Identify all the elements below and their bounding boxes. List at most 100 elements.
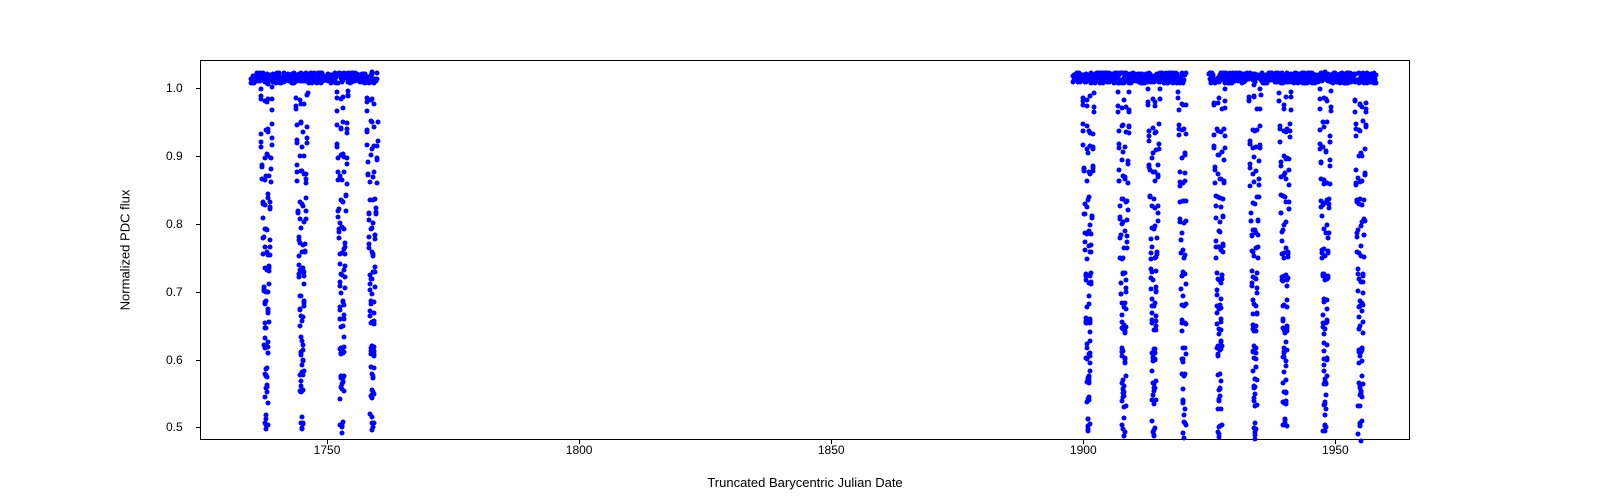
data-point bbox=[1216, 100, 1221, 105]
data-point bbox=[301, 154, 306, 159]
data-point bbox=[1373, 73, 1378, 78]
data-point bbox=[1321, 363, 1326, 368]
data-point bbox=[299, 144, 304, 149]
data-point bbox=[1156, 122, 1161, 127]
data-point bbox=[1156, 142, 1161, 147]
data-point bbox=[270, 108, 275, 113]
data-point bbox=[301, 220, 306, 225]
y-tick-mark bbox=[196, 224, 201, 225]
data-point bbox=[370, 69, 375, 74]
data-point bbox=[263, 298, 268, 303]
data-point bbox=[262, 244, 267, 249]
data-point bbox=[1180, 270, 1185, 275]
data-point bbox=[1182, 345, 1187, 350]
data-point bbox=[304, 141, 309, 146]
data-point bbox=[374, 76, 379, 81]
data-point bbox=[1219, 280, 1224, 285]
data-point bbox=[1183, 219, 1188, 224]
data-point bbox=[1127, 89, 1132, 94]
data-point bbox=[298, 351, 303, 356]
data-point bbox=[375, 119, 380, 124]
data-point bbox=[1359, 254, 1364, 259]
data-point bbox=[1324, 406, 1329, 411]
data-point bbox=[1088, 144, 1093, 149]
data-point bbox=[1283, 378, 1288, 383]
data-point bbox=[1156, 162, 1161, 167]
data-point bbox=[341, 119, 346, 124]
data-point bbox=[302, 281, 307, 286]
data-point bbox=[342, 71, 347, 76]
data-point bbox=[336, 209, 341, 214]
data-point bbox=[1328, 105, 1333, 110]
data-point bbox=[372, 144, 377, 149]
data-point bbox=[1153, 147, 1158, 152]
data-point bbox=[1360, 382, 1365, 387]
data-point bbox=[342, 389, 347, 394]
data-point bbox=[1125, 218, 1130, 223]
data-point bbox=[1153, 300, 1158, 305]
data-point bbox=[1087, 171, 1092, 176]
data-point bbox=[1153, 319, 1158, 324]
data-point bbox=[365, 142, 370, 147]
data-point bbox=[1323, 413, 1328, 418]
data-point bbox=[1359, 154, 1364, 159]
data-point bbox=[1153, 268, 1158, 273]
data-point bbox=[371, 102, 376, 107]
data-point bbox=[1153, 178, 1158, 183]
data-point bbox=[1221, 158, 1226, 163]
data-point bbox=[1219, 150, 1224, 155]
data-point bbox=[1183, 170, 1188, 175]
data-point bbox=[1090, 163, 1095, 168]
data-point bbox=[1183, 281, 1188, 286]
data-point bbox=[1223, 98, 1228, 103]
data-point bbox=[266, 289, 271, 294]
data-point bbox=[295, 162, 300, 167]
data-point bbox=[1182, 436, 1187, 441]
data-point bbox=[374, 158, 379, 163]
data-point bbox=[265, 253, 270, 258]
data-point bbox=[1088, 80, 1093, 85]
data-point bbox=[1254, 378, 1259, 383]
data-point bbox=[296, 210, 301, 215]
data-point bbox=[1152, 103, 1157, 108]
data-point bbox=[1123, 270, 1128, 275]
data-point bbox=[262, 342, 267, 347]
data-point bbox=[1087, 397, 1092, 402]
data-point bbox=[1087, 302, 1092, 307]
data-point bbox=[370, 174, 375, 179]
data-point bbox=[265, 228, 270, 233]
data-point bbox=[1283, 199, 1288, 204]
data-point bbox=[260, 215, 265, 220]
data-point bbox=[372, 169, 377, 174]
data-point bbox=[1182, 151, 1187, 156]
data-point bbox=[270, 97, 275, 102]
data-point bbox=[1120, 124, 1125, 129]
data-point bbox=[1254, 127, 1259, 132]
data-point bbox=[1090, 214, 1095, 219]
data-point bbox=[1254, 194, 1259, 199]
data-point bbox=[266, 311, 271, 316]
data-point bbox=[1325, 306, 1330, 311]
data-point bbox=[1149, 244, 1154, 249]
data-point bbox=[1181, 180, 1186, 185]
data-point bbox=[1328, 89, 1333, 94]
data-point bbox=[1154, 379, 1159, 384]
data-point bbox=[1181, 294, 1186, 299]
data-point bbox=[372, 392, 377, 397]
data-point bbox=[1084, 124, 1089, 129]
data-point bbox=[301, 76, 306, 81]
data-point bbox=[1146, 103, 1151, 108]
data-point bbox=[1123, 199, 1128, 204]
data-point bbox=[259, 139, 264, 144]
data-point bbox=[1281, 256, 1286, 261]
data-point bbox=[1328, 139, 1333, 144]
data-point bbox=[1359, 373, 1364, 378]
data-point bbox=[372, 196, 377, 201]
data-point bbox=[299, 119, 304, 124]
data-point bbox=[1125, 181, 1130, 186]
data-point bbox=[1121, 98, 1126, 103]
data-point bbox=[1120, 80, 1125, 85]
data-point bbox=[304, 135, 309, 140]
data-point bbox=[1125, 207, 1130, 212]
data-point bbox=[1176, 89, 1181, 94]
